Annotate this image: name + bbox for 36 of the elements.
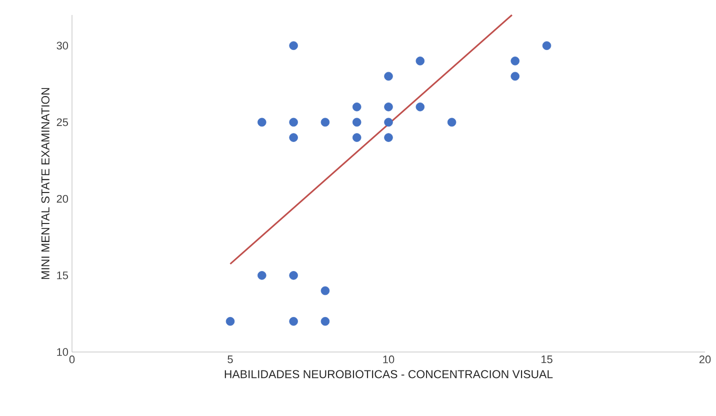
point	[352, 133, 362, 142]
point	[542, 41, 552, 50]
point	[352, 118, 362, 127]
point	[510, 72, 520, 81]
point	[320, 118, 330, 127]
point	[384, 118, 393, 127]
point	[320, 316, 330, 326]
point	[289, 271, 298, 280]
point	[289, 118, 298, 127]
y-axis-title: MINI MENTAL STATE EXAMINATION	[41, 88, 50, 279]
x-tick-label: 0	[69, 356, 75, 364]
x-tick-label: 5	[228, 356, 233, 364]
point	[416, 102, 425, 112]
y-tick-label: 10	[57, 348, 68, 356]
point	[320, 286, 330, 296]
y-tick-label: 15	[57, 272, 68, 280]
x-tick-label: 15	[541, 356, 552, 364]
point	[416, 56, 425, 66]
x-axis-title: HABILIDADES NEUROBIOTICAS - CONCENTRACION VISUAL	[224, 370, 553, 378]
point	[226, 316, 235, 326]
point	[258, 271, 266, 280]
y-tick-label: 25	[56, 118, 68, 126]
point	[352, 102, 362, 112]
point	[289, 133, 298, 142]
point	[258, 118, 266, 127]
y-tick-label: 20	[56, 194, 68, 203]
y-tick-label: 30	[56, 42, 68, 50]
x-tick-label: 10	[383, 356, 394, 364]
x-tick-label: 20	[699, 356, 711, 364]
point	[447, 118, 456, 127]
point	[384, 133, 393, 142]
point	[289, 41, 298, 50]
point	[384, 102, 393, 112]
point	[384, 72, 393, 81]
point	[289, 316, 298, 326]
point	[510, 56, 520, 66]
